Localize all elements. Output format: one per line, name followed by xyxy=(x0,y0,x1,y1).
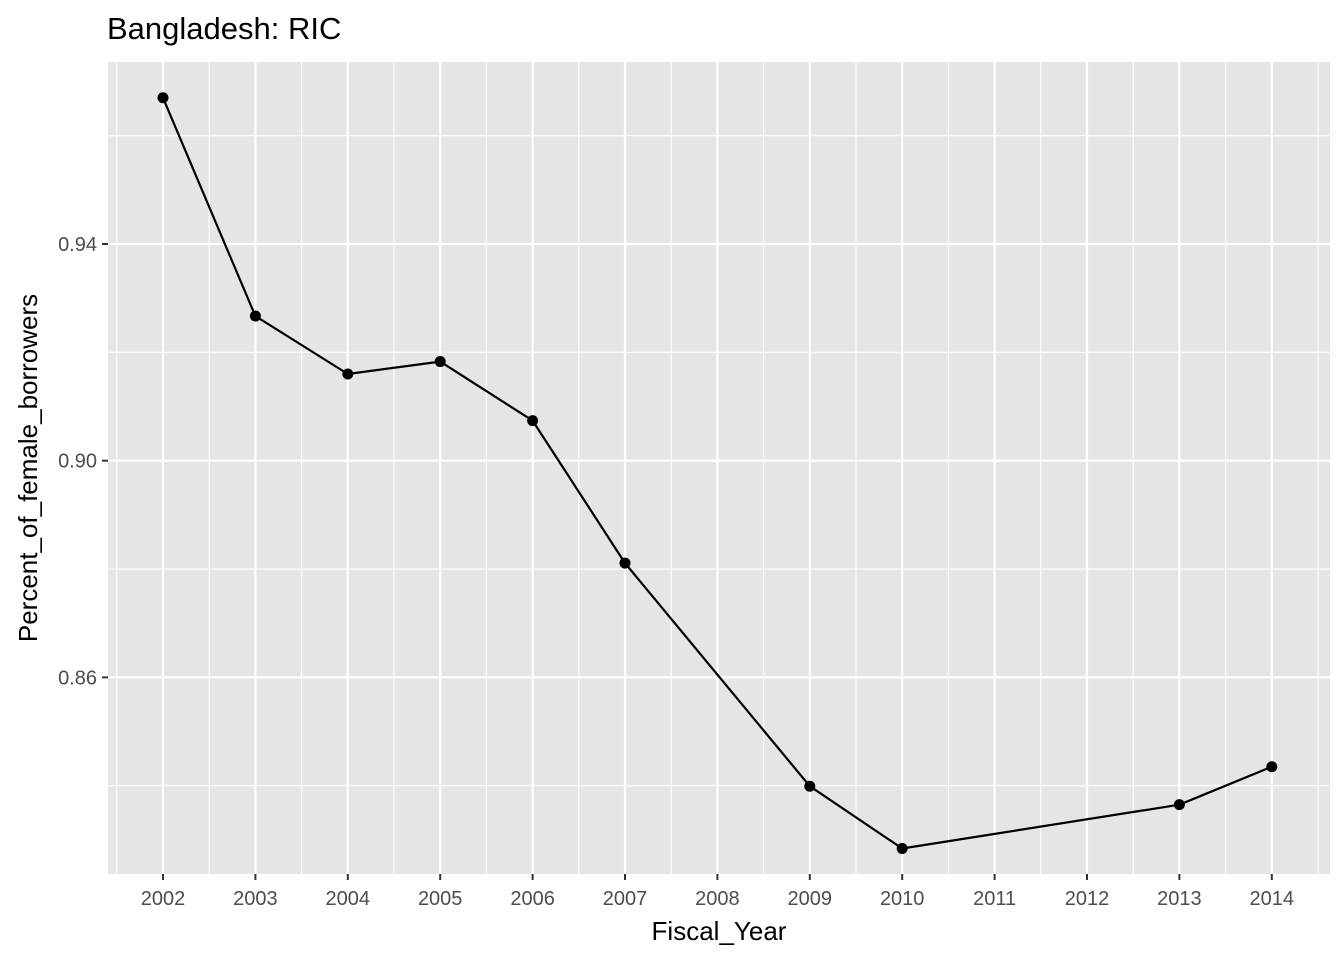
data-point xyxy=(1266,761,1278,773)
chart-title: Bangladesh: RIC xyxy=(107,11,341,46)
x-tick-label: 2002 xyxy=(141,888,186,910)
x-tick-label: 2013 xyxy=(1157,888,1202,910)
major-gridlines xyxy=(108,62,1330,874)
data-point xyxy=(527,415,539,427)
data-point xyxy=(896,843,908,855)
x-tick-label: 2007 xyxy=(603,888,648,910)
data-points xyxy=(157,92,1278,855)
y-tick-label: 0.94 xyxy=(58,234,97,256)
x-tick-label: 2010 xyxy=(880,888,925,910)
data-point xyxy=(804,780,816,792)
plot-panel xyxy=(108,62,1330,874)
x-tick-label: 2003 xyxy=(233,888,278,910)
x-tick-label: 2009 xyxy=(788,888,833,910)
data-point xyxy=(434,356,446,368)
x-tick-label: 2012 xyxy=(1065,888,1110,910)
x-axis-title: Fiscal_Year xyxy=(652,916,787,946)
x-tick-label: 2006 xyxy=(510,888,555,910)
y-axis-title: Percent_of_female_borrowers xyxy=(13,294,43,642)
x-tick-label: 2008 xyxy=(695,888,740,910)
data-point xyxy=(619,557,631,569)
x-tick-label: 2014 xyxy=(1250,888,1295,910)
y-tick-label: 0.86 xyxy=(58,667,97,689)
x-axis: 2002 2003 2004 2005 2006 2007 2008 2009 2010 2011… xyxy=(141,874,1294,910)
series-line xyxy=(161,97,1273,850)
minor-gridlines xyxy=(108,62,1330,874)
x-tick-label: 2011 xyxy=(973,888,1016,910)
x-tick-label: 2005 xyxy=(418,888,463,910)
data-point xyxy=(157,92,169,104)
x-tick-label: 2004 xyxy=(326,888,371,910)
series-line-group xyxy=(161,97,1273,850)
y-axis: 0.86 0.90 0.94 xyxy=(58,234,108,689)
data-point xyxy=(1173,799,1185,811)
y-tick-label: 0.90 xyxy=(58,451,97,473)
data-point xyxy=(342,368,354,380)
data-point xyxy=(249,310,261,322)
